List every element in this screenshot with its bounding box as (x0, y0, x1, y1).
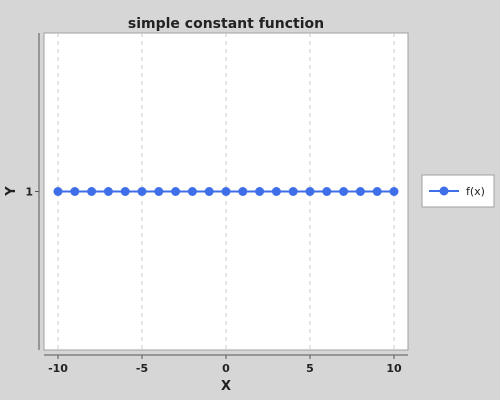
data-point (271, 187, 281, 196)
x-tick-label: -5 (136, 362, 148, 375)
y-tick-label: 1 (25, 186, 33, 199)
data-point (255, 187, 265, 196)
data-point (339, 187, 349, 196)
data-point (372, 187, 382, 196)
data-point (238, 187, 248, 196)
x-ticks: -10 -5 0 5 10 (48, 355, 402, 375)
data-point (305, 187, 315, 196)
legend-label: f(x) (466, 185, 485, 198)
data-point (171, 187, 181, 196)
legend: f(x) (421, 174, 495, 208)
x-tick-label: -10 (48, 362, 68, 375)
legend-swatch-marker (439, 186, 449, 196)
data-point (87, 187, 97, 196)
chart-title: simple constant function (128, 16, 324, 32)
data-point (389, 187, 399, 196)
y-axis-label: Y (4, 186, 19, 197)
x-tick-label: 0 (222, 362, 230, 375)
data-point (120, 187, 130, 196)
data-point (221, 187, 231, 196)
grid-lines (57, 33, 395, 350)
x-axis-label: X (221, 379, 231, 394)
x-tick-label: 5 (306, 362, 314, 375)
data-point (70, 187, 80, 196)
data-point (187, 187, 197, 196)
y-ticks: 1 (25, 186, 39, 199)
data-point (53, 187, 63, 196)
data-point (154, 187, 164, 196)
x-tick-label: 10 (386, 362, 402, 375)
series-layer (53, 187, 399, 196)
data-point (355, 187, 365, 196)
data-point (103, 187, 113, 196)
data-point (288, 187, 298, 196)
data-point (322, 187, 332, 196)
data-point (204, 187, 214, 196)
data-point (137, 187, 147, 196)
